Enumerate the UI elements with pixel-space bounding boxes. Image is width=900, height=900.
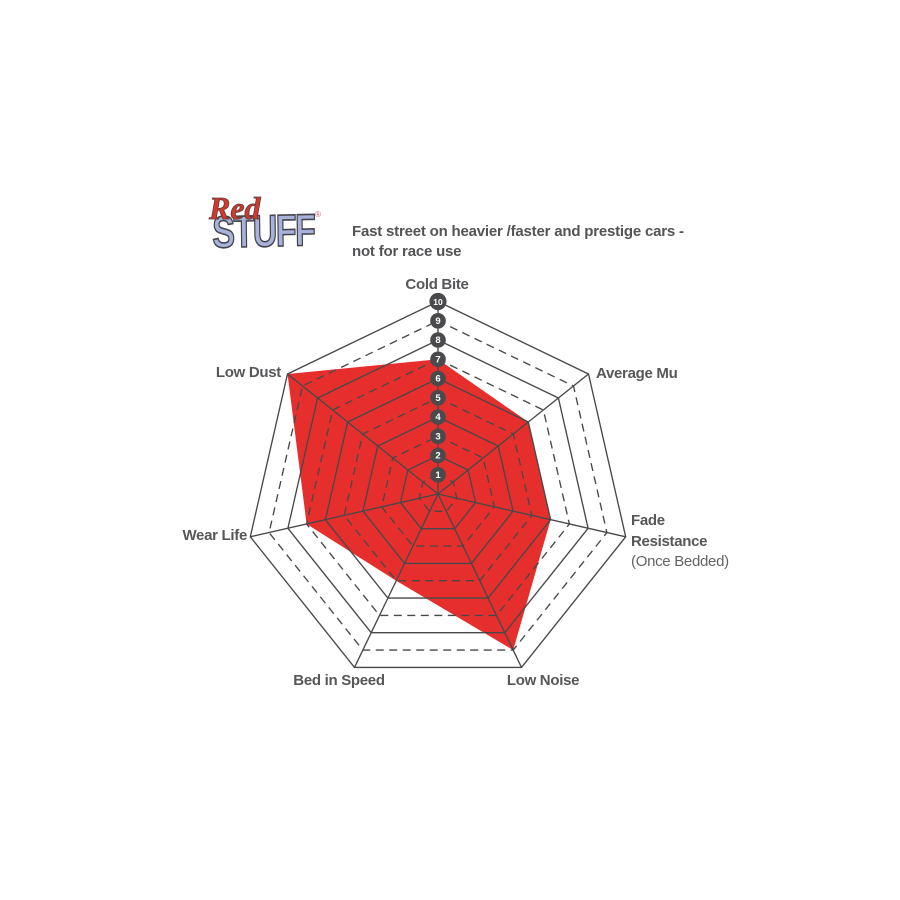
axis-spoke-1	[437, 373, 589, 495]
registered-trademark-icon: ®	[315, 210, 321, 219]
redstuff-logo: STUFF Red ®	[205, 190, 325, 274]
scale-badge-label-2: 2	[435, 451, 440, 462]
scale-badge-label-10: 10	[433, 297, 443, 307]
axis-spoke-3	[437, 493, 523, 668]
tagline-line1: Fast street on heavier /faster and prest…	[352, 223, 684, 240]
grid-ring-6	[324, 377, 552, 599]
scale-badge-1	[430, 467, 446, 483]
grid-ring-5	[343, 397, 533, 582]
scale-badge-7	[430, 351, 446, 368]
scale-badge-label-6: 6	[435, 374, 440, 385]
fade-label-line3: (Once Bedded)	[631, 553, 729, 570]
axis-spoke-2	[437, 493, 626, 538]
axis-label-wear-life: Wear Life	[182, 527, 247, 544]
scale-badge-label-9: 9	[435, 316, 440, 327]
axis-label-average-mu: Average Mu	[596, 365, 678, 382]
axis-label-low-dust: Low Dust	[215, 364, 281, 381]
axis-label-fade-resistance: Fade Resistance (Once Bedded)	[631, 511, 729, 573]
grid-ring-8	[287, 339, 589, 634]
scale-badge-label-8: 8	[435, 335, 440, 346]
axis-spoke-6	[287, 373, 439, 495]
scale-badge-label-1: 1	[435, 470, 441, 481]
grid-ring-7	[305, 358, 571, 617]
scale-badge-10	[429, 292, 447, 311]
fade-label-line1: Fade	[631, 512, 665, 529]
scale-badge-3	[430, 428, 446, 445]
scale-badge-8	[430, 332, 446, 348]
scale-badge-label-7: 7	[435, 354, 440, 365]
scale-badge-2	[430, 447, 446, 464]
scale-badge-label-3: 3	[435, 431, 440, 442]
grid-ring-10	[249, 300, 627, 669]
product-tagline: Fast street on heavier /faster and prest…	[352, 222, 684, 262]
axis-label-bed-in-speed: Bed in Speed	[293, 672, 385, 689]
axis-spoke-4	[353, 493, 439, 668]
scale-badge-5	[430, 390, 446, 406]
scale-badge-4	[430, 409, 446, 425]
scale-badge-label-5: 5	[435, 393, 441, 404]
logo-red-text: Red	[209, 190, 261, 227]
data-polygon-redstuff	[287, 359, 551, 651]
grid-ring-2	[399, 454, 477, 530]
scale-badge-label-4: 4	[435, 412, 441, 423]
grid-ring-4	[362, 416, 514, 565]
axis-label-cold-bite: Cold Bite	[405, 276, 469, 293]
grid-ring-3	[380, 435, 496, 547]
fade-label-line2: Resistance	[631, 532, 708, 550]
scale-badge-6	[430, 370, 446, 387]
tagline-line2: not for race use	[352, 243, 462, 260]
axis-spoke-5	[250, 493, 439, 538]
axis-label-low-noise: Low Noise	[506, 672, 580, 689]
scale-badge-9	[430, 313, 446, 329]
grid-ring-1	[418, 474, 458, 512]
